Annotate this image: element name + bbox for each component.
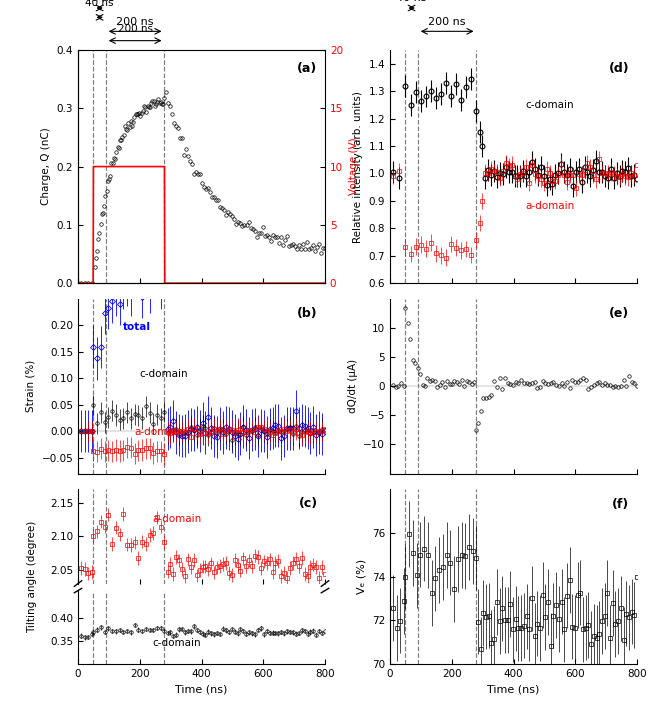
Text: (d): (d) (609, 61, 630, 75)
Y-axis label: Charge, Q (nC): Charge, Q (nC) (41, 128, 51, 206)
Text: 40 ns: 40 ns (396, 0, 427, 4)
X-axis label: Time (ns): Time (ns) (488, 685, 540, 695)
Text: a-domain: a-domain (152, 514, 202, 524)
Text: 200 ns: 200 ns (116, 16, 154, 26)
Text: (a): (a) (297, 61, 318, 75)
Y-axis label: Voltage (V): Voltage (V) (348, 138, 359, 196)
Text: 40 ns: 40 ns (84, 0, 115, 4)
Text: a-domain: a-domain (135, 427, 184, 437)
Y-axis label: dQ/dt (μA): dQ/dt (μA) (348, 359, 358, 413)
Text: a-domain: a-domain (526, 201, 575, 211)
Text: (e): (e) (609, 308, 630, 321)
Text: total: total (122, 322, 150, 332)
Text: Tilting angle (degree): Tilting angle (degree) (27, 521, 38, 633)
Text: c-domain: c-domain (526, 100, 575, 110)
Text: 200 ns: 200 ns (428, 16, 466, 26)
Y-axis label: Strain (%): Strain (%) (26, 360, 36, 412)
Text: (b): (b) (297, 308, 318, 321)
Text: 200 ns: 200 ns (118, 24, 153, 34)
X-axis label: Time (ns): Time (ns) (176, 685, 227, 695)
Y-axis label: Vₑ (%): Vₑ (%) (356, 559, 367, 594)
Text: 40 ns: 40 ns (85, 0, 114, 8)
Text: c-domain: c-domain (140, 369, 188, 379)
Text: c-domain: c-domain (152, 638, 201, 648)
Text: (c): (c) (298, 497, 318, 510)
Text: (f): (f) (612, 498, 630, 511)
Y-axis label: Relative intensity (arb. units): Relative intensity (arb. units) (353, 91, 363, 243)
